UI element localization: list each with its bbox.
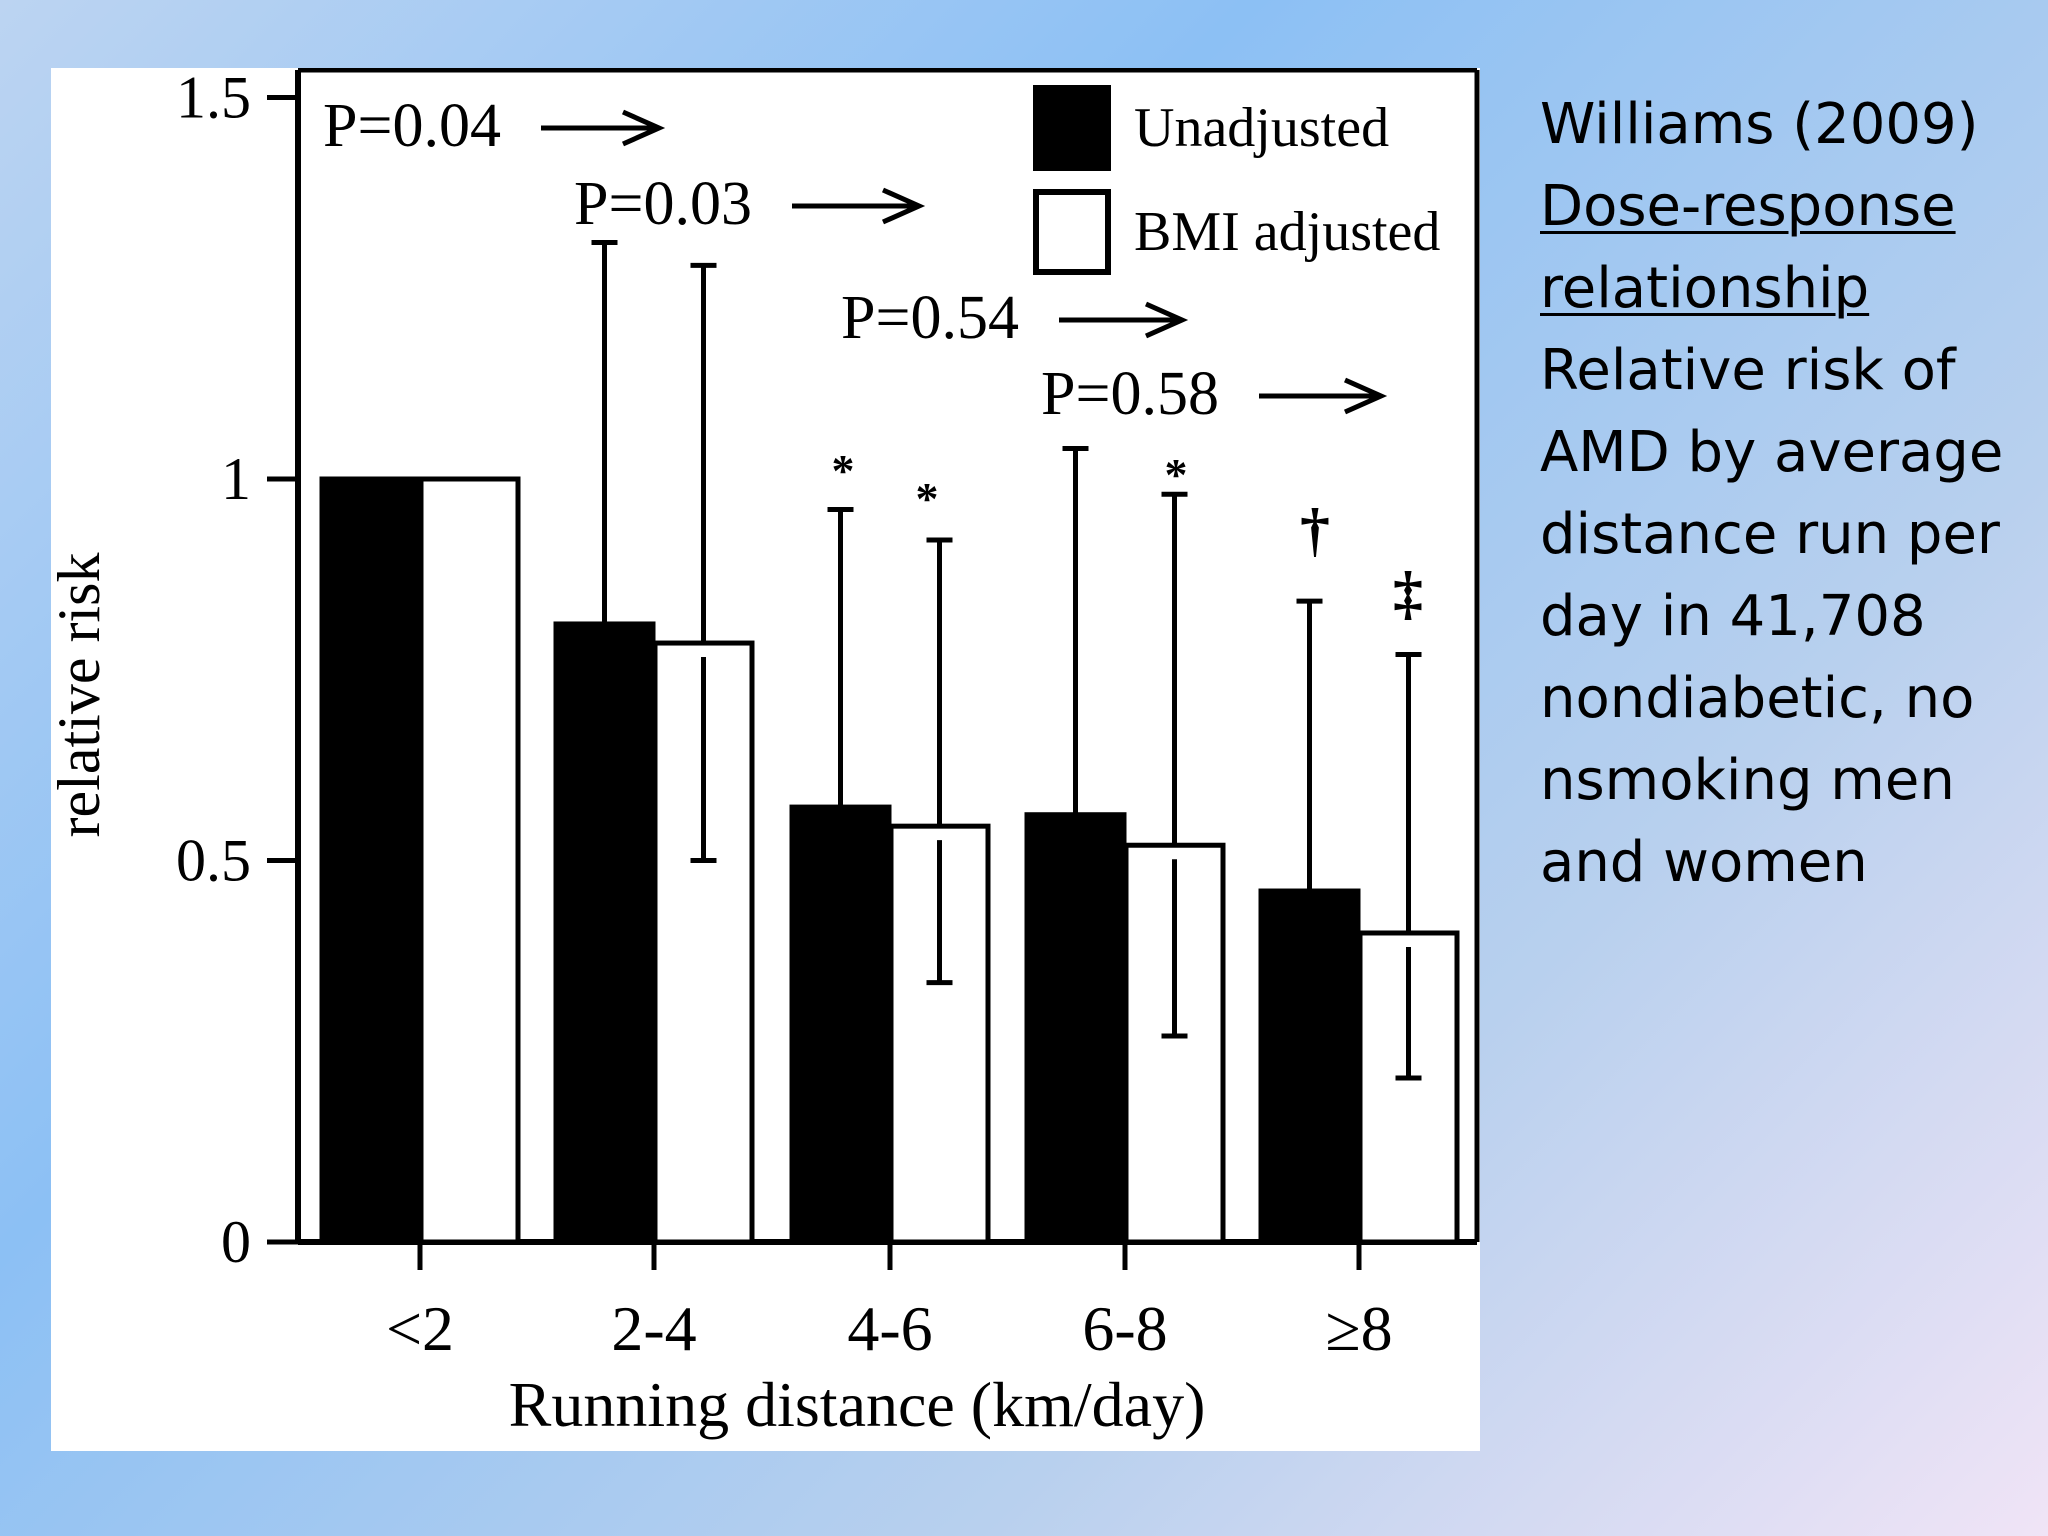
y-axis-label: relative risk — [51, 553, 112, 838]
bar-bmi-adjusted — [888, 823, 991, 1245]
arrowhead-icon — [1144, 301, 1189, 339]
side-text-panel: Williams (2009) Dose-response relationsh… — [1540, 84, 2040, 904]
legend-swatch — [1033, 85, 1111, 171]
y-tick-label: 0.5 — [176, 828, 251, 894]
bar-group — [319, 476, 1460, 1245]
significance-marker-group: * * * † ‡ — [832, 445, 1424, 626]
description-line: AMD by average — [1540, 420, 2004, 485]
p-value-label: P=0.04 — [323, 92, 501, 160]
legend-label: BMI adjusted — [1134, 201, 1440, 263]
p-value-label: P=0.58 — [1041, 360, 1219, 428]
significance-marker: ‡ — [1393, 560, 1423, 626]
arrowhead-icon — [1343, 377, 1388, 415]
legend: Unadjusted BMI adjusted — [1033, 85, 1440, 275]
p-value-annotation-group: P=0.04 P=0.03 P=0.54 P=0.58 — [323, 92, 1388, 428]
legend-label: Unadjusted — [1134, 97, 1389, 159]
bar-unadjusted — [1024, 812, 1127, 1245]
error-bar-group — [591, 239, 1422, 1081]
description-line: nondiabetic, no — [1540, 666, 1975, 731]
p-value-label: P=0.03 — [574, 170, 752, 238]
x-tick-label: ≥8 — [1325, 1293, 1392, 1364]
legend-swatch — [1033, 189, 1111, 275]
y-tick-label: 1 — [221, 446, 251, 512]
significance-marker: † — [1300, 497, 1330, 563]
description-line: day in 41,708 — [1540, 584, 1926, 649]
bar-unadjusted — [553, 621, 656, 1245]
bar-unadjusted — [319, 476, 422, 1245]
description-line: nsmoking men — [1540, 748, 1955, 813]
description-line: distance run per — [1540, 502, 2000, 567]
bar-chart: * * * † ‡ P=0.04 P=0.03 P=0.54 P=0.58 Unadjuste… — [51, 68, 1480, 1440]
chart-panel: * * * † ‡ P=0.04 P=0.03 P=0.54 P=0.58 Unadjuste… — [51, 68, 1480, 1451]
description-line: Relative risk of — [1540, 338, 1956, 403]
y-tick-label: 0 — [221, 1209, 251, 1275]
significance-marker: * — [832, 445, 855, 496]
bar-unadjusted — [789, 804, 892, 1245]
x-tick-label: <2 — [386, 1293, 454, 1364]
subtitle-line-1: Dose-response — [1540, 174, 1956, 239]
significance-marker: * — [1165, 449, 1188, 500]
p-value-label: P=0.54 — [841, 284, 1019, 352]
significance-marker: * — [916, 473, 939, 524]
arrowhead-icon — [621, 109, 666, 147]
x-tick-label: 6-8 — [1082, 1293, 1167, 1364]
subtitle-line-2: relationship — [1540, 256, 1870, 321]
bar-bmi-adjusted — [418, 476, 521, 1245]
axis-label-group: 0 0.5 1 1.5 <2 2-4 4-6 6-8 ≥8 Running distance (k… — [51, 68, 1393, 1440]
description-line: and women — [1540, 830, 1868, 895]
x-tick-label: 4-6 — [847, 1293, 932, 1364]
arrowhead-icon — [881, 187, 926, 225]
y-tick-label: 1.5 — [176, 68, 251, 131]
x-axis-label: Running distance (km/day) — [509, 1369, 1206, 1440]
bar-bmi-adjusted — [652, 640, 755, 1245]
bar-unadjusted — [1258, 888, 1361, 1245]
citation: Williams (2009) — [1540, 92, 1979, 157]
x-tick-label: 2-4 — [611, 1293, 696, 1364]
